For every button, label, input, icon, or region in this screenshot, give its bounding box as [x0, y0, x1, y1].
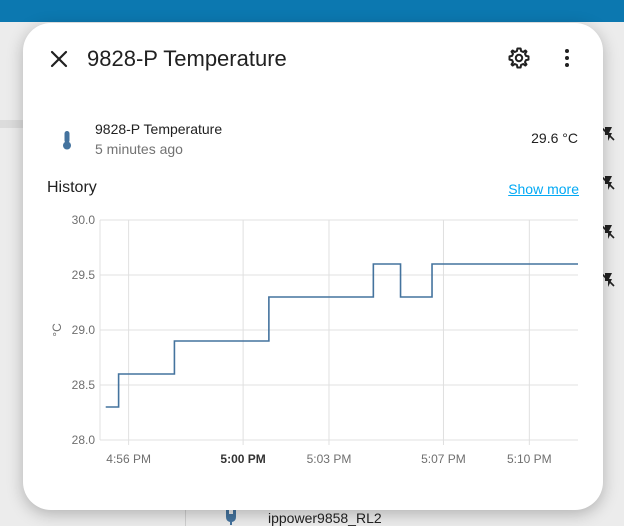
x-tick-label: 5:00 PM	[220, 452, 265, 466]
temperature-series-line	[105, 263, 578, 408]
close-icon[interactable]	[45, 45, 73, 73]
y-tick-label: 30.0	[72, 213, 96, 227]
flash-off-icon	[601, 273, 615, 287]
entity-state: 29.6 °C	[531, 130, 578, 146]
y-tick-label: 28.5	[72, 378, 96, 392]
background-header	[0, 0, 624, 22]
entity-last-changed[interactable]: 5 minutes ago	[95, 141, 183, 157]
y-axis-label: °C	[50, 323, 64, 337]
power-plug-icon	[226, 510, 236, 525]
history-title: History	[47, 179, 97, 196]
show-more-link[interactable]: Show more	[508, 181, 579, 197]
flash-off-icon	[601, 176, 615, 190]
x-tick-label: 5:10 PM	[507, 452, 552, 466]
flash-off-icon	[601, 127, 615, 141]
history-chart: 30.0 29.5 29.0 28.5 28.0 4:56 PM 5:00 PM 5:03 P…	[50, 213, 578, 466]
x-tick-label: 4:56 PM	[106, 452, 151, 466]
gear-icon[interactable]	[507, 46, 531, 70]
background-entity-label[interactable]: ippower9858_RL2	[268, 510, 382, 526]
x-tick-label: 5:07 PM	[421, 452, 466, 466]
y-tick-label: 29.0	[72, 323, 96, 337]
background-divider	[0, 120, 40, 128]
thermometer-icon	[63, 131, 71, 150]
dots-vertical-icon[interactable]	[555, 46, 579, 70]
dialog-title: 9828-P Temperature	[87, 46, 287, 71]
y-tick-label: 29.5	[72, 268, 96, 282]
flash-off-icon	[601, 225, 615, 239]
entity-name: 9828-P Temperature	[95, 121, 223, 137]
more-info-dialog: 9828-P Temperature 9828-P Temperature 5 …	[23, 23, 603, 510]
x-tick-label: 5:03 PM	[307, 452, 352, 466]
y-tick-label: 28.0	[72, 433, 96, 447]
